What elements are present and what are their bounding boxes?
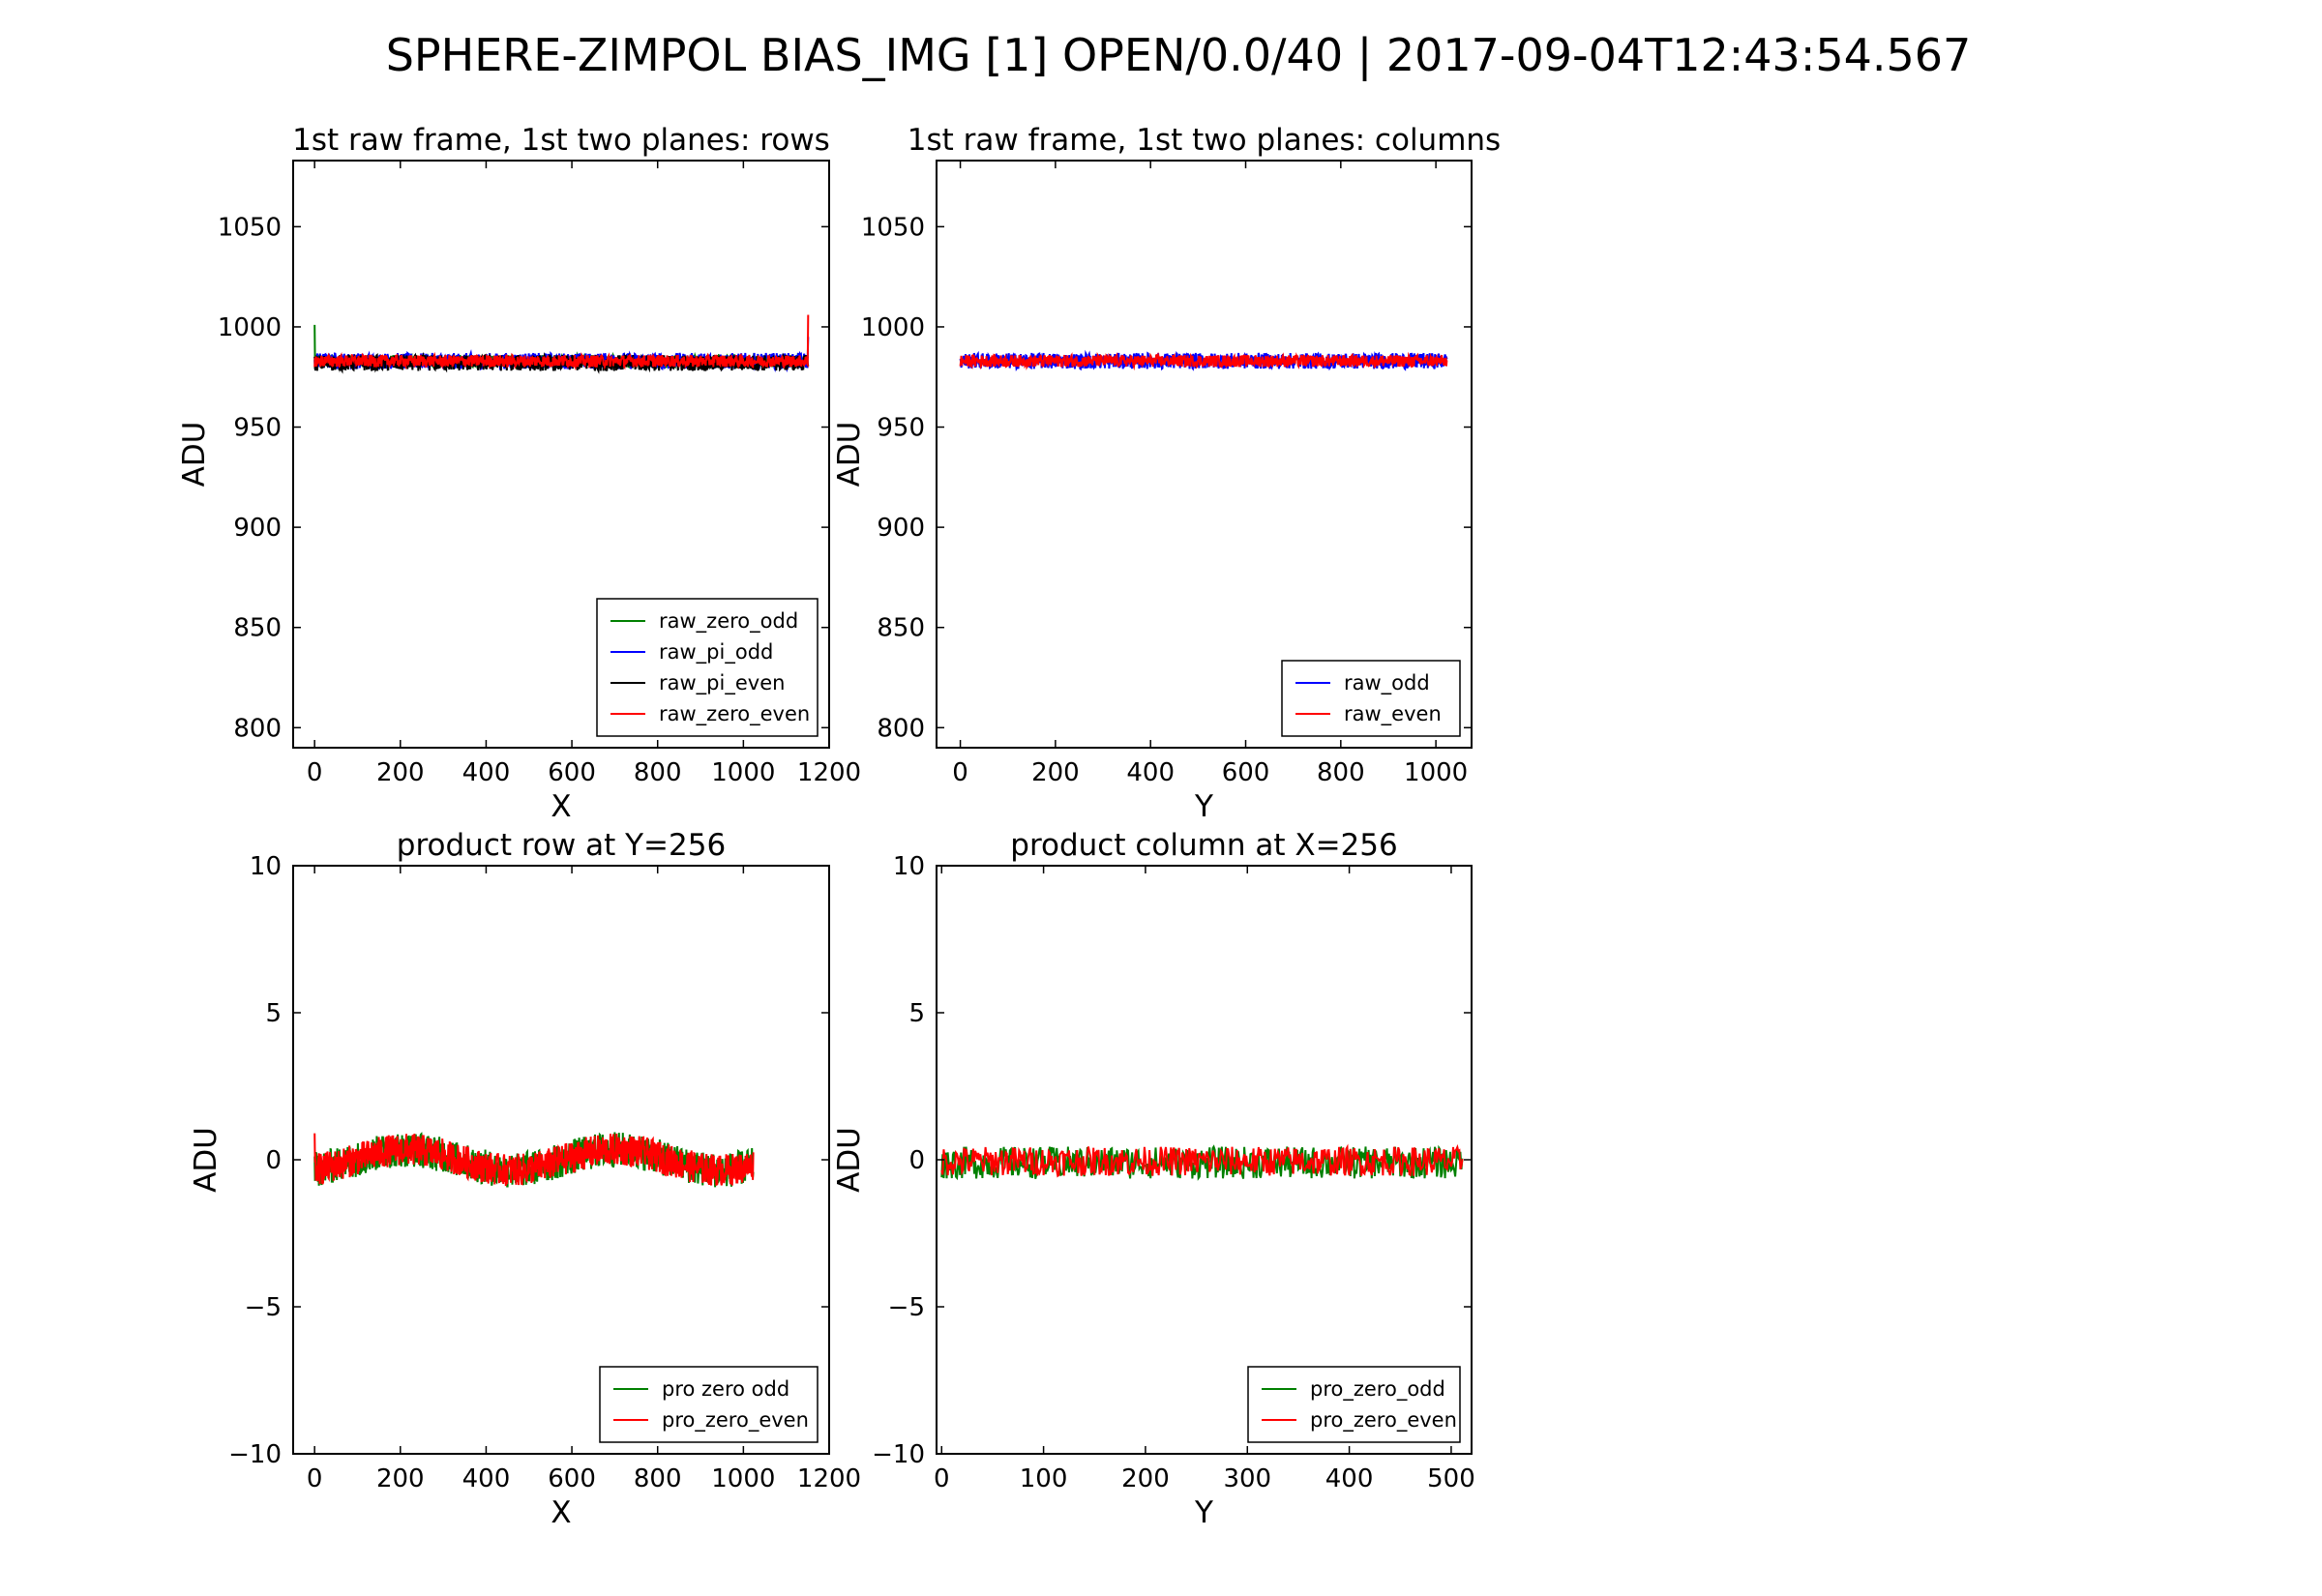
chart-title: product row at Y=256 xyxy=(397,828,726,863)
chart-panel-3: 0 200 400 600 800 1000 1200 −10 −5 0 5 10 product ro… xyxy=(189,828,861,1530)
x-tick-label: 1000 xyxy=(711,1464,775,1493)
y-tick-label: 0 xyxy=(265,1146,282,1175)
x-tick-label: 400 xyxy=(1126,758,1175,787)
legend: pro zero odd pro_zero_even xyxy=(599,1366,819,1443)
x-axis-label: Y xyxy=(1194,1495,1213,1530)
y-tick-label: 1000 xyxy=(218,313,282,342)
y-tick-label: 850 xyxy=(877,614,925,643)
y-axis-label: ADU xyxy=(189,1127,223,1193)
plot-area xyxy=(313,314,810,374)
y-tick-label: 900 xyxy=(233,514,282,543)
x-tick-label: 600 xyxy=(548,1464,596,1493)
series-line-raw_zero_even xyxy=(313,314,810,370)
axes-frame xyxy=(292,160,830,749)
legend-entry: raw_odd xyxy=(1344,671,1430,695)
legend: raw_zero_odd raw_pi_odd raw_pi_even raw_zer… xyxy=(596,598,819,737)
x-tick-label: 0 xyxy=(952,758,968,787)
x-axis-label: Y xyxy=(1194,789,1213,824)
chart-panel-1: 0 200 400 600 800 1000 1200 800 850 900 950 1000 105… xyxy=(177,123,861,824)
x-axis-label: X xyxy=(551,789,571,824)
legend-entry: pro_zero_odd xyxy=(1310,1377,1445,1402)
legend: raw_odd raw_even xyxy=(1281,660,1461,737)
y-axis-label: ADU xyxy=(177,422,212,488)
x-tick-label: 200 xyxy=(376,758,425,787)
legend-entry: raw_zero_odd xyxy=(659,609,798,634)
chart-title: 1st raw frame, 1st two planes: columns xyxy=(908,123,1501,158)
x-tick-label: 300 xyxy=(1223,1464,1271,1493)
x-tick-label: 800 xyxy=(634,758,682,787)
y-axis-label: ADU xyxy=(832,1127,867,1193)
x-tick-label: 500 xyxy=(1427,1464,1475,1493)
legend: pro_zero_odd pro_zero_even xyxy=(1247,1366,1461,1443)
y-tick-label: 1050 xyxy=(861,213,925,242)
legend-entry: raw_even xyxy=(1344,702,1442,726)
y-tick-label: −10 xyxy=(228,1440,282,1469)
plot-area xyxy=(313,1132,755,1188)
y-tick-label: 800 xyxy=(233,714,282,743)
y-tick-label: 1000 xyxy=(861,313,925,342)
x-tick-label: 0 xyxy=(934,1464,950,1493)
x-tick-label: 400 xyxy=(1325,1464,1374,1493)
x-tick-label: 800 xyxy=(1317,758,1365,787)
y-axis-label: ADU xyxy=(832,422,867,488)
chart-title: 1st raw frame, 1st two planes: rows xyxy=(292,123,830,158)
y-tick-label: 5 xyxy=(265,999,282,1028)
legend-box xyxy=(1281,660,1461,737)
chart-title: product column at X=256 xyxy=(1010,828,1397,863)
y-tick-label: 800 xyxy=(877,714,925,743)
x-tick-label: 100 xyxy=(1020,1464,1068,1493)
x-tick-label: 0 xyxy=(307,1464,323,1493)
y-tick-label: −5 xyxy=(888,1293,925,1322)
y-tick-label: 5 xyxy=(908,999,925,1028)
plot-area xyxy=(940,1143,1464,1181)
x-tick-label: 200 xyxy=(1031,758,1080,787)
x-tick-label: 400 xyxy=(462,1464,511,1493)
x-tick-label: 400 xyxy=(462,758,511,787)
x-tick-label: 200 xyxy=(376,1464,425,1493)
legend-entry: pro_zero_even xyxy=(662,1408,809,1433)
y-tick-label: 950 xyxy=(877,414,925,443)
legend-entry: raw_pi_odd xyxy=(659,640,773,665)
y-tick-label: −5 xyxy=(245,1293,282,1322)
y-tick-label: 850 xyxy=(233,614,282,643)
y-tick-label: 1050 xyxy=(218,213,282,242)
x-tick-label: 1000 xyxy=(1404,758,1468,787)
series-line-pro_zero_even xyxy=(940,1143,1464,1178)
y-tick-label: −10 xyxy=(872,1440,925,1469)
x-tick-label: 600 xyxy=(1222,758,1270,787)
legend-entry: pro_zero_even xyxy=(1310,1408,1457,1433)
x-tick-label: 1200 xyxy=(797,1464,861,1493)
chart-panel-2: 0 200 400 600 800 1000 800 850 900 950 1000 1050 1st… xyxy=(832,123,1501,824)
y-tick-label: 0 xyxy=(908,1146,925,1175)
plot-area xyxy=(959,349,1448,372)
x-tick-label: 0 xyxy=(307,758,323,787)
axes-frame xyxy=(936,160,1473,749)
y-tick-label: 900 xyxy=(877,514,925,543)
legend-entry: pro zero odd xyxy=(662,1377,789,1401)
legend-entry: raw_zero_even xyxy=(659,702,810,726)
x-tick-label: 600 xyxy=(548,758,596,787)
legend-box xyxy=(1247,1366,1461,1443)
x-tick-label: 1200 xyxy=(797,758,861,787)
legend-entry: raw_pi_even xyxy=(659,671,785,695)
y-tick-label: 950 xyxy=(233,414,282,443)
x-axis-label: X xyxy=(551,1495,571,1530)
x-tick-label: 800 xyxy=(634,1464,682,1493)
x-tick-label: 200 xyxy=(1121,1464,1170,1493)
chart-panel-4: 0 100 200 300 400 500 −10 −5 0 5 10 product column … xyxy=(832,828,1475,1530)
x-tick-label: 1000 xyxy=(711,758,775,787)
legend-box xyxy=(599,1366,819,1443)
figure-title: SPHERE-ZIMPOL BIAS_IMG [1] OPEN/0.0/40 |… xyxy=(386,29,1972,82)
y-tick-label: 10 xyxy=(893,852,925,881)
series-line-raw_even xyxy=(959,351,1448,371)
y-tick-label: 10 xyxy=(250,852,282,881)
series-line-pro_zero_even xyxy=(313,1133,755,1187)
